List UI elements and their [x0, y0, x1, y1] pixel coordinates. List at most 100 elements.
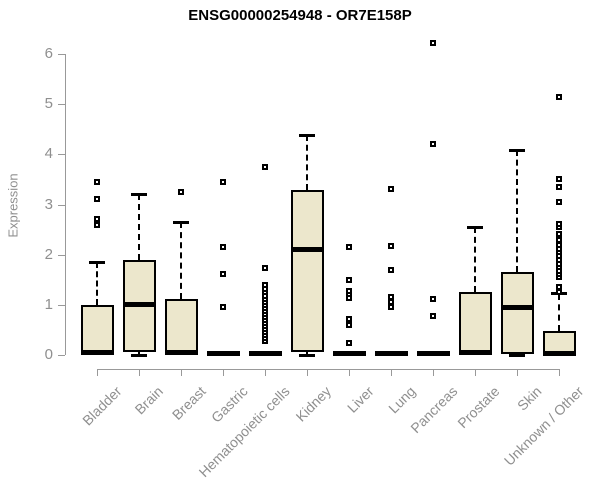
- median-line: [248, 351, 282, 357]
- y-tick-mark: [58, 104, 65, 106]
- x-tick-mark: [433, 368, 434, 376]
- outlier-point: [556, 230, 562, 237]
- box-iqr: [164, 298, 198, 355]
- y-tick-mark: [58, 54, 65, 55]
- box-iqr: [80, 304, 114, 355]
- outlier-point: [388, 299, 394, 306]
- x-tick-mark: [97, 368, 98, 376]
- box-iqr: [500, 272, 534, 354]
- median-line: [122, 302, 156, 308]
- outlier-point: [556, 93, 562, 100]
- outlier-point: [388, 294, 394, 301]
- outlier-point: [262, 163, 268, 170]
- x-tick-mark: [475, 368, 476, 376]
- outlier-point: [556, 176, 562, 183]
- outlier-point: [556, 183, 562, 190]
- outlier-point: [94, 215, 100, 222]
- x-tick-mark: [265, 368, 266, 376]
- median-line: [290, 247, 324, 253]
- chart-title: ENSG00000254948 - OR7E158P: [188, 7, 412, 24]
- median-line: [374, 351, 408, 357]
- y-tick-label: 5: [44, 95, 53, 113]
- upper-whisker-line: [306, 135, 308, 191]
- outlier-point: [262, 265, 268, 272]
- median-line: [542, 350, 576, 356]
- x-axis-category-label: Prostate: [454, 383, 503, 432]
- outlier-point: [388, 186, 394, 193]
- y-tick-label: 6: [44, 45, 53, 62]
- x-axis-category-label: Unknown / Other: [500, 383, 587, 469]
- y-tick-label: 2: [44, 245, 53, 263]
- outlier-point: [94, 196, 100, 203]
- x-axis-category-label: Liver: [343, 383, 377, 416]
- outlier-point: [556, 241, 562, 248]
- box-iqr: [290, 190, 324, 353]
- upper-whisker-line: [558, 293, 560, 331]
- lower-whisker-cap: [131, 353, 147, 357]
- y-tick-mark: [58, 154, 65, 156]
- outlier-point: [220, 244, 226, 251]
- outlier-point: [430, 295, 436, 302]
- outlier-point: [388, 304, 394, 311]
- x-axis-category-label: Skin: [513, 383, 545, 414]
- x-tick-mark: [349, 368, 350, 376]
- y-tick-mark: [58, 204, 65, 206]
- x-axis-category-label: Breast: [168, 383, 209, 423]
- upper-whisker-cap: [467, 225, 483, 229]
- x-axis-category-label: Lung: [384, 383, 419, 417]
- y-axis-label: Expression: [5, 173, 21, 238]
- outlier-point: [556, 284, 562, 291]
- x-tick-mark: [181, 368, 182, 376]
- x-tick-mark: [559, 368, 560, 376]
- median-line: [416, 351, 450, 357]
- outlier-point: [346, 321, 352, 328]
- outlier-point: [556, 236, 562, 243]
- outlier-point: [430, 39, 436, 46]
- outlier-point: [346, 244, 352, 251]
- outlier-point: [346, 287, 352, 294]
- outlier-point: [556, 198, 562, 205]
- outlier-point: [388, 242, 394, 249]
- x-axis-line: [97, 368, 559, 370]
- outlier-point: [346, 339, 352, 346]
- y-tick-mark: [58, 304, 65, 306]
- y-tick-label: 1: [44, 295, 53, 313]
- x-axis-category-label: Kidney: [292, 383, 335, 425]
- y-tick-label: 3: [44, 195, 53, 213]
- upper-whisker-cap: [299, 133, 315, 137]
- outlier-point: [556, 220, 562, 227]
- lower-whisker-cap: [299, 353, 315, 357]
- outlier-point: [556, 289, 562, 296]
- outlier-point: [94, 178, 100, 185]
- box-iqr: [458, 292, 492, 355]
- outlier-point: [346, 315, 352, 322]
- upper-whisker-line: [96, 262, 98, 305]
- x-axis-category-label: Brain: [131, 383, 167, 418]
- y-axis-line: [65, 54, 66, 355]
- outlier-point: [220, 270, 226, 277]
- outlier-point: [262, 281, 268, 288]
- x-tick-mark: [517, 368, 518, 376]
- lower-whisker-cap: [509, 353, 525, 357]
- outlier-point: [178, 188, 184, 195]
- median-line: [206, 351, 240, 357]
- outlier-point: [346, 276, 352, 283]
- median-line: [500, 305, 534, 311]
- outlier-point: [430, 312, 436, 319]
- outlier-point: [430, 141, 436, 148]
- x-tick-mark: [139, 368, 140, 376]
- upper-whisker-cap: [131, 192, 147, 196]
- x-tick-mark: [307, 368, 308, 376]
- x-tick-mark: [223, 368, 224, 376]
- outlier-point: [388, 266, 394, 273]
- median-line: [164, 349, 198, 355]
- upper-whisker-cap: [173, 220, 189, 224]
- upper-whisker-line: [180, 222, 182, 299]
- outlier-point: [220, 178, 226, 185]
- x-tick-mark: [391, 368, 392, 376]
- median-line: [80, 349, 114, 355]
- y-tick-mark: [58, 254, 65, 256]
- upper-whisker-cap: [89, 260, 105, 264]
- upper-whisker-line: [516, 150, 518, 273]
- median-line: [458, 349, 492, 355]
